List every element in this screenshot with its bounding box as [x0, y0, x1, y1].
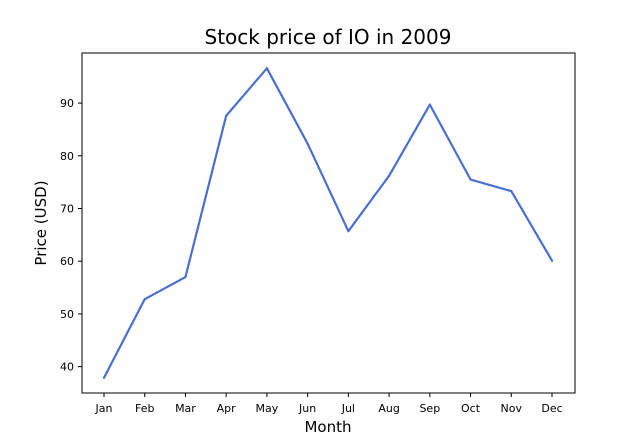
data-point — [306, 142, 309, 145]
x-tick-label: Oct — [461, 402, 481, 415]
x-tick-label: Sep — [419, 402, 440, 415]
chart-title: Stock price of IO in 2009 — [205, 25, 452, 49]
plot-area-frame — [81, 52, 576, 394]
series-layer — [102, 67, 554, 379]
x-axis-label: Month — [304, 418, 351, 436]
data-point — [102, 376, 106, 379]
x-tick-label: Aug — [378, 402, 399, 415]
x-tick-label: Dec — [541, 402, 562, 415]
y-tick-label: 80 — [60, 150, 74, 163]
data-point — [550, 259, 554, 262]
x-tick-label: Jun — [298, 402, 316, 415]
data-point — [143, 298, 146, 301]
y-tick-label: 70 — [60, 203, 74, 216]
data-point — [184, 275, 187, 279]
data-point — [387, 174, 391, 177]
y-axis: 40 50 60 70 80 90 — [60, 97, 82, 374]
y-tick-label: 50 — [60, 308, 74, 321]
data-point — [469, 178, 472, 181]
data-point — [225, 114, 228, 117]
x-tick-label: Apr — [217, 402, 237, 415]
y-tick-label: 90 — [60, 97, 74, 110]
x-tick-label: May — [256, 402, 279, 415]
series-line — [102, 67, 554, 379]
x-tick-label: Mar — [175, 402, 196, 415]
x-tick-label: Nov — [501, 402, 523, 415]
data-point — [510, 190, 513, 193]
x-tick-label: Feb — [135, 402, 154, 415]
y-axis-label: Price (USD) — [32, 180, 50, 265]
data-point — [265, 67, 269, 70]
x-tick-label: Jul — [341, 402, 355, 415]
x-axis: Jan Feb Mar Apr May Jun Jul Aug Sep Oct Nov Dec — [95, 393, 563, 415]
x-tick-label: Jan — [95, 402, 113, 415]
data-point — [347, 230, 350, 233]
y-tick-label: 60 — [60, 255, 74, 268]
y-tick-label: 40 — [60, 361, 74, 374]
data-point — [428, 103, 431, 106]
